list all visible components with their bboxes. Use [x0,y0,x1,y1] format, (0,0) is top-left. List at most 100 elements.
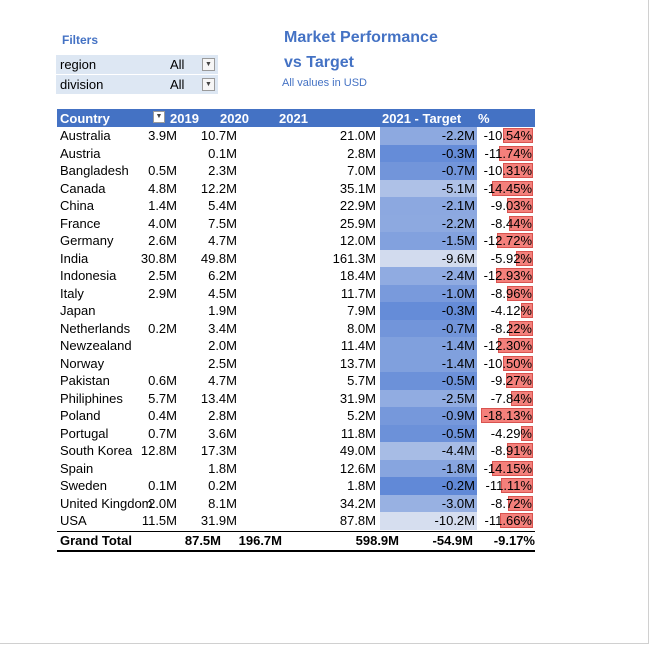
target-diff-cell: -4.4M [441,443,475,458]
grand-total-row: Grand Total 87.5M 196.7M 598.9M -54.9M -… [57,531,535,552]
value-2021-cell: 87.8M [339,513,376,528]
dropdown-arrow-icon[interactable]: ▼ [202,78,215,91]
table-row: Bangladesh 0.5M 2.3M 7.0M -0.7M -10.31% [57,162,535,180]
report-title-line1: Market Performance [284,29,438,46]
table-row: Italy 2.9M 4.5M 11.7M -1.0M -8.96% [57,284,535,302]
table-row: Spain 1.8M 12.6M -1.8M -14.15% [57,459,535,477]
pct-data-bar [491,180,533,196]
country-cell: Australia [60,128,111,143]
value-2021-cell: 49.0M [339,443,376,458]
target-heat-cell [380,214,477,232]
pct-cell: -11.74% [484,145,532,161]
value-2021-cell: 35.1M [339,180,376,196]
pct-cell: -8.44% [490,215,532,231]
table-row: Australia 3.9M 10.7M 21.0M -2.2M -10.54% [57,127,535,145]
pct-cell: -4.29% [490,425,532,441]
report-title-line2: vs Target [284,54,354,71]
value-2021-cell: 22.9M [339,198,376,213]
pct-cell: -11.66% [484,513,532,528]
country-cell: Poland [60,408,101,423]
filter-region[interactable]: region All ▼ [56,55,218,74]
target-heat-cell [380,512,477,530]
filter-division[interactable]: division All ▼ [56,75,218,94]
target-heat-cell [380,144,477,162]
target-diff-cell: -0.9M [441,408,475,423]
table-row: Sweden 0.1M 0.2M 1.8M -0.2M -11.11% [57,477,535,495]
pct-cell: -4.12% [490,303,532,318]
country-cell: Indonesia [60,268,117,283]
total-target: -54.9M [432,533,473,548]
value-2019-cell: 1.4M [148,198,177,213]
country-cell: Austria [60,145,101,161]
value-2021-cell: 8.0M [347,320,376,336]
pct-cell: -7.84% [490,390,532,406]
pct-cell: -8.96% [490,285,532,301]
target-diff-cell: -2.5M [441,390,475,406]
target-heat-cell [380,267,477,285]
value-2021-cell: 7.9M [347,303,376,318]
value-2021-cell: 31.9M [339,390,376,406]
value-2020-cell: 31.9M [200,513,237,528]
pct-data-bar [503,163,533,178]
value-2020-cell: 1.8M [208,460,237,476]
target-diff-cell: -0.3M [441,303,475,318]
pct-data-bar [507,285,533,301]
value-2020-cell: 7.5M [208,215,237,231]
table-row: France 4.0M 7.5M 25.9M -2.2M -8.44% [57,214,535,232]
target-diff-cell: -1.0M [441,285,475,301]
target-heat-cell [380,442,477,460]
value-2020-cell: 0.2M [208,478,237,493]
total-label: Grand Total [60,533,132,548]
table-row: China 1.4M 5.4M 22.9M -2.1M -9.03% [57,197,535,215]
country-cell: Netherlands [60,320,131,336]
target-diff-cell: -3.0M [441,495,475,511]
table-row: Austria 0.1M 2.8M -0.3M -11.74% [57,144,535,162]
target-heat-cell [380,302,477,320]
filter-division-value: All [170,77,185,92]
target-diff-cell: -0.3M [441,145,475,161]
total-2021: 598.9M [355,533,399,548]
value-2020-cell: 1.9M [208,303,237,318]
value-2020-cell: 12.2M [200,180,237,196]
report-subtitle: All values in USD [282,77,367,89]
pct-cell: -14.15% [483,460,532,476]
table-row: Netherlands 0.2M 3.4M 8.0M -0.7M -8.22% [57,319,535,337]
value-2020-cell: 3.6M [208,425,237,441]
table-row: South Korea 12.8M 17.3M 49.0M -4.4M -8.91% [57,442,535,460]
pct-cell: -8.72% [490,495,532,511]
value-2019-cell: 0.4M [148,408,177,423]
target-diff-cell: -2.1M [441,198,475,213]
pct-cell: -9.03% [490,198,532,213]
table-row: Japan 1.9M 7.9M -0.3M -4.12% [57,302,535,320]
target-heat-cell [380,162,477,180]
value-2019-cell: 11.5M [141,513,177,528]
country-cell: Newzealand [60,338,132,353]
value-2021-cell: 13.7M [339,355,376,371]
value-2021-cell: 12.6M [339,460,376,476]
value-2020-cell: 2.0M [208,338,237,353]
country-cell: Japan [60,303,96,318]
total-2019: 87.5M [184,533,221,548]
dropdown-arrow-icon[interactable]: ▼ [202,58,215,71]
pct-cell: -12.72% [483,233,532,248]
value-2019-cell: 2.0M [148,495,177,511]
country-cell: USA [60,513,87,528]
pct-data-bar [499,513,533,528]
table-row: Philiphines 5.7M 13.4M 31.9M -2.5M -7.84% [57,389,535,407]
filter-dropdown-icon[interactable]: ▼ [153,111,165,123]
pct-cell: -8.91% [490,443,532,458]
table-row: Canada 4.8M 12.2M 35.1M -5.1M -14.45% [57,179,535,197]
pct-data-bar [501,478,533,493]
value-2021-cell: 11.8M [340,425,376,441]
pct-data-bar [508,215,533,231]
country-cell: United Kingdom [60,495,153,511]
target-diff-cell: -0.7M [441,320,475,336]
table-row: Indonesia 2.5M 6.2M 18.4M -2.4M -12.93% [57,267,535,285]
value-2019-cell: 0.6M [148,373,177,388]
value-2019-cell: 0.7M [148,425,177,441]
target-diff-cell: -1.4M [441,355,475,371]
target-heat-cell [380,249,477,267]
country-cell: Canada [60,180,106,196]
target-heat-cell [380,389,477,407]
